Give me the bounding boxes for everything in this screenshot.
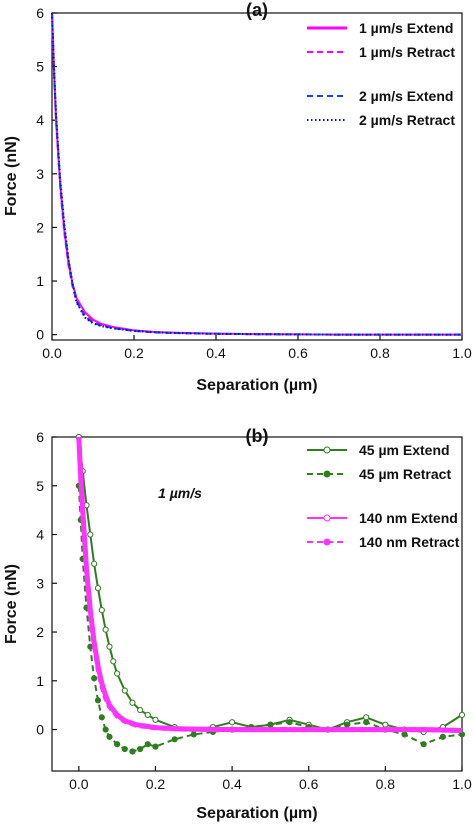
panel-b-x-axis-label: Separation (µm) xyxy=(196,805,317,822)
data-point xyxy=(144,711,151,719)
x-tick-label: 1.0 xyxy=(452,345,472,361)
x-tick-label: 0.4 xyxy=(222,776,242,792)
legend-label: 2 µm/s Extend xyxy=(359,88,453,104)
data-point xyxy=(137,745,144,753)
data-point xyxy=(458,711,466,719)
legend-label: 45 µm Retract xyxy=(359,466,451,482)
legend-label: 1 µm/s Extend xyxy=(359,20,453,36)
y-tick-label: 3 xyxy=(36,166,44,182)
data-point xyxy=(137,706,144,714)
panel-b-legend: 45 µm Extend 45 µm Retract 140 nm Extend 14… xyxy=(307,442,460,550)
panel-b-y-axis-label: Force (nN) xyxy=(3,564,20,644)
data-point xyxy=(98,714,105,721)
series-line-4 xyxy=(51,12,462,336)
panel-a-legend: 1 µm/s Extend 1 µm/s Retract 2 µm/s Extend… xyxy=(307,20,455,128)
panel-a-y-axis-label: Force (nN) xyxy=(3,136,20,216)
y-tick-label: 4 xyxy=(36,112,44,128)
panel-b: (b) 1 µm/s Separation (µm) Force (nN) 0.… xyxy=(3,426,472,822)
data-point xyxy=(363,719,370,726)
x-tick-label: 0.2 xyxy=(146,776,166,792)
data-point xyxy=(190,731,197,738)
data-point xyxy=(91,675,98,682)
y-tick-label: 5 xyxy=(36,478,44,494)
data-point xyxy=(152,716,159,723)
series-line-3 xyxy=(51,12,462,336)
series-line-4 xyxy=(76,436,463,733)
x-tick-label: 0.2 xyxy=(124,345,144,361)
panel-b-title: (b) xyxy=(246,426,269,446)
panel-a-x-axis-label: Separation (µm) xyxy=(196,377,317,394)
panel-a-series xyxy=(51,12,462,336)
panel-a: (a) Separation (µm) Force (nN) 0.0 0.2 0.4… xyxy=(3,0,472,394)
data-point xyxy=(286,719,293,726)
x-tick-label: 1.0 xyxy=(452,776,472,792)
y-tick-label: 4 xyxy=(36,527,44,543)
data-point xyxy=(401,731,408,738)
legend-marker xyxy=(323,446,331,454)
series-line-2 xyxy=(51,12,462,336)
panel-b-frame xyxy=(51,436,463,772)
legend-label: 1 µm/s Retract xyxy=(359,44,455,60)
y-tick-label: 3 xyxy=(36,575,44,591)
y-tick-label: 0 xyxy=(36,722,44,738)
panel-a-frame xyxy=(51,12,463,341)
legend-marker xyxy=(323,470,331,478)
x-tick-label: 0.6 xyxy=(299,776,319,792)
data-point xyxy=(228,719,236,726)
data-point xyxy=(94,585,102,592)
series-line-1 xyxy=(51,12,462,336)
y-tick-label: 2 xyxy=(36,219,44,235)
panel-b-speed-annotation: 1 µm/s xyxy=(158,485,202,501)
panel-b-ticks: 0.0 0.2 0.4 0.6 0.8 1.0 0 1 2 3 4 5 6 xyxy=(36,429,472,792)
x-tick-label: 0.4 xyxy=(206,345,226,361)
panel-a-title: (a) xyxy=(246,0,268,20)
data-point xyxy=(102,726,109,733)
data-point xyxy=(106,733,113,740)
data-point xyxy=(98,606,105,614)
y-tick-label: 1 xyxy=(36,273,44,289)
data-point xyxy=(343,721,351,728)
legend-label: 140 nm Extend xyxy=(359,510,458,526)
legend-label: 2 µm/s Retract xyxy=(359,112,455,128)
y-tick-label: 2 xyxy=(36,624,44,640)
x-tick-label: 0.8 xyxy=(376,776,396,792)
data-point xyxy=(420,741,427,748)
data-point xyxy=(152,743,159,750)
y-tick-label: 5 xyxy=(36,59,44,75)
data-point xyxy=(129,699,136,706)
data-point xyxy=(439,733,446,740)
data-point xyxy=(114,741,121,748)
legend-marker xyxy=(323,538,331,546)
y-tick-label: 6 xyxy=(36,5,44,21)
data-point xyxy=(267,721,274,728)
x-tick-label: 0.6 xyxy=(288,345,308,361)
data-point xyxy=(114,670,121,677)
panel-b-series xyxy=(75,433,466,755)
data-point xyxy=(110,658,117,665)
data-point xyxy=(121,687,128,694)
legend-label: 140 nm Retract xyxy=(359,534,460,550)
y-tick-label: 1 xyxy=(36,673,44,689)
y-tick-label: 6 xyxy=(36,429,44,445)
data-point xyxy=(87,531,94,538)
legend-marker xyxy=(323,514,331,522)
y-tick-label: 0 xyxy=(36,327,44,343)
series-line-1 xyxy=(77,436,463,733)
data-point xyxy=(121,745,128,753)
data-point xyxy=(91,560,98,567)
legend-label: 45 µm Extend xyxy=(359,442,450,458)
x-tick-label: 0.0 xyxy=(42,345,62,361)
data-point xyxy=(106,643,113,650)
x-tick-label: 0.8 xyxy=(370,345,390,361)
data-point xyxy=(144,741,151,748)
data-point xyxy=(129,748,136,755)
data-point xyxy=(102,626,109,633)
data-point xyxy=(94,697,102,704)
x-tick-label: 0.0 xyxy=(69,776,89,792)
data-point xyxy=(458,731,466,738)
data-point xyxy=(171,736,178,743)
